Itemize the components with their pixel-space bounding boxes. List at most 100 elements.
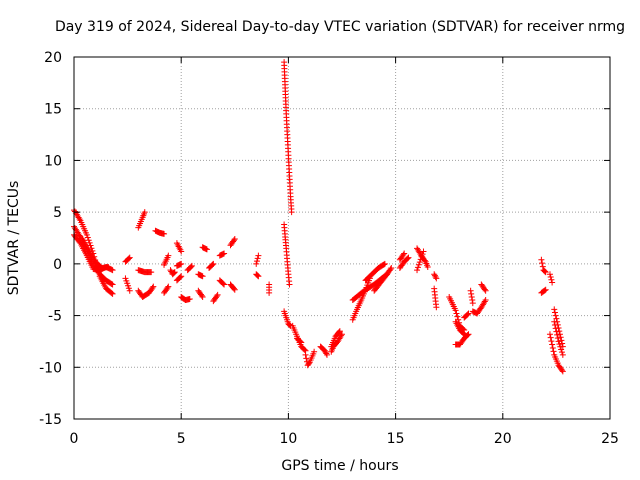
data-point <box>286 321 293 328</box>
data-point <box>266 289 273 296</box>
data-point <box>420 248 427 255</box>
y-tick-label: -10 <box>39 360 62 376</box>
data-point <box>482 297 489 304</box>
axis-ticks: 0 5 10 15 20 25 -15 -10 -5 0 5 10 15 20 <box>39 50 619 447</box>
data-point <box>558 349 565 356</box>
data-point <box>86 239 93 246</box>
data-point <box>481 298 488 305</box>
data-point <box>432 273 439 280</box>
data-point <box>558 337 565 344</box>
data-segment <box>195 287 206 300</box>
data-point <box>548 276 555 283</box>
data-point <box>465 310 472 317</box>
data-point <box>551 306 558 313</box>
data-point <box>431 271 438 278</box>
data-segment <box>551 318 566 358</box>
y-axis-label: SDTVAR / TECUs <box>6 181 22 296</box>
plot-frame <box>73 56 611 420</box>
data-point <box>178 248 185 255</box>
data-segment <box>414 245 431 270</box>
data-point <box>230 285 237 292</box>
data-point <box>414 267 421 274</box>
data-segment <box>431 285 440 311</box>
x-tick-label: 25 <box>601 431 619 447</box>
data-point <box>148 269 155 276</box>
data-point <box>538 256 545 263</box>
data-segment <box>469 297 489 317</box>
data-segment <box>173 273 185 284</box>
data-point <box>468 290 475 297</box>
data-point <box>323 350 330 357</box>
data-point <box>199 293 206 300</box>
data-point <box>302 351 309 358</box>
data-point <box>230 237 237 244</box>
data-point <box>297 338 304 345</box>
data-point <box>554 331 561 338</box>
data-segment <box>152 227 168 237</box>
data-point <box>469 300 476 307</box>
data-point <box>109 281 116 288</box>
chart-title: Day 319 of 2024, Sidereal Day-to-day VTE… <box>55 19 625 35</box>
data-point <box>559 368 566 375</box>
data-segment <box>546 331 566 375</box>
data-segment <box>195 271 206 280</box>
data-segment <box>396 254 412 271</box>
data-point <box>255 252 262 259</box>
data-point <box>380 261 387 268</box>
data-point <box>464 332 471 339</box>
data-point <box>178 273 185 280</box>
data-point <box>126 287 133 294</box>
data-segment <box>266 281 273 296</box>
data-segment <box>281 308 294 329</box>
y-tick-label: 20 <box>44 50 62 66</box>
data-point <box>481 286 488 293</box>
data-point <box>556 328 563 335</box>
data-segment <box>135 267 155 276</box>
data-point <box>322 349 329 356</box>
data-point <box>209 261 216 268</box>
data-point <box>188 262 195 269</box>
data-point <box>231 236 238 243</box>
data-point <box>404 255 411 262</box>
data-point <box>108 290 115 297</box>
y-tick-label: 5 <box>53 205 62 221</box>
data-point <box>554 335 561 342</box>
data-point <box>553 328 560 335</box>
data-point <box>556 341 563 348</box>
data-point <box>551 318 558 325</box>
data-point <box>381 260 388 267</box>
data-segment <box>122 275 133 294</box>
data-point <box>220 280 227 287</box>
data-point <box>311 348 318 355</box>
data-point <box>286 281 293 288</box>
data-point <box>253 260 260 267</box>
data-segment <box>173 260 185 269</box>
data-point <box>452 307 459 314</box>
data-point <box>541 287 548 294</box>
data-point <box>552 312 559 319</box>
data-point <box>203 246 210 253</box>
data-segment <box>79 236 112 271</box>
y-tick-label: -5 <box>48 309 62 325</box>
data-point <box>468 293 475 300</box>
data-point <box>557 334 564 341</box>
x-tick-label: 5 <box>177 431 186 447</box>
data-segment <box>461 310 472 321</box>
data-point <box>286 322 293 329</box>
data-point <box>177 274 184 281</box>
data-point <box>453 310 460 317</box>
data-segment <box>173 240 185 255</box>
data-point <box>557 343 564 350</box>
data-point <box>469 297 476 304</box>
data-point <box>87 242 94 249</box>
data-point <box>253 271 260 278</box>
data-point <box>415 261 422 268</box>
data-point <box>253 258 260 265</box>
data-point <box>335 329 342 336</box>
data-points <box>71 59 566 375</box>
data-point <box>164 284 171 291</box>
data-point <box>165 252 172 259</box>
data-segment <box>317 343 330 358</box>
data-point <box>550 348 557 355</box>
data-point <box>213 293 220 300</box>
